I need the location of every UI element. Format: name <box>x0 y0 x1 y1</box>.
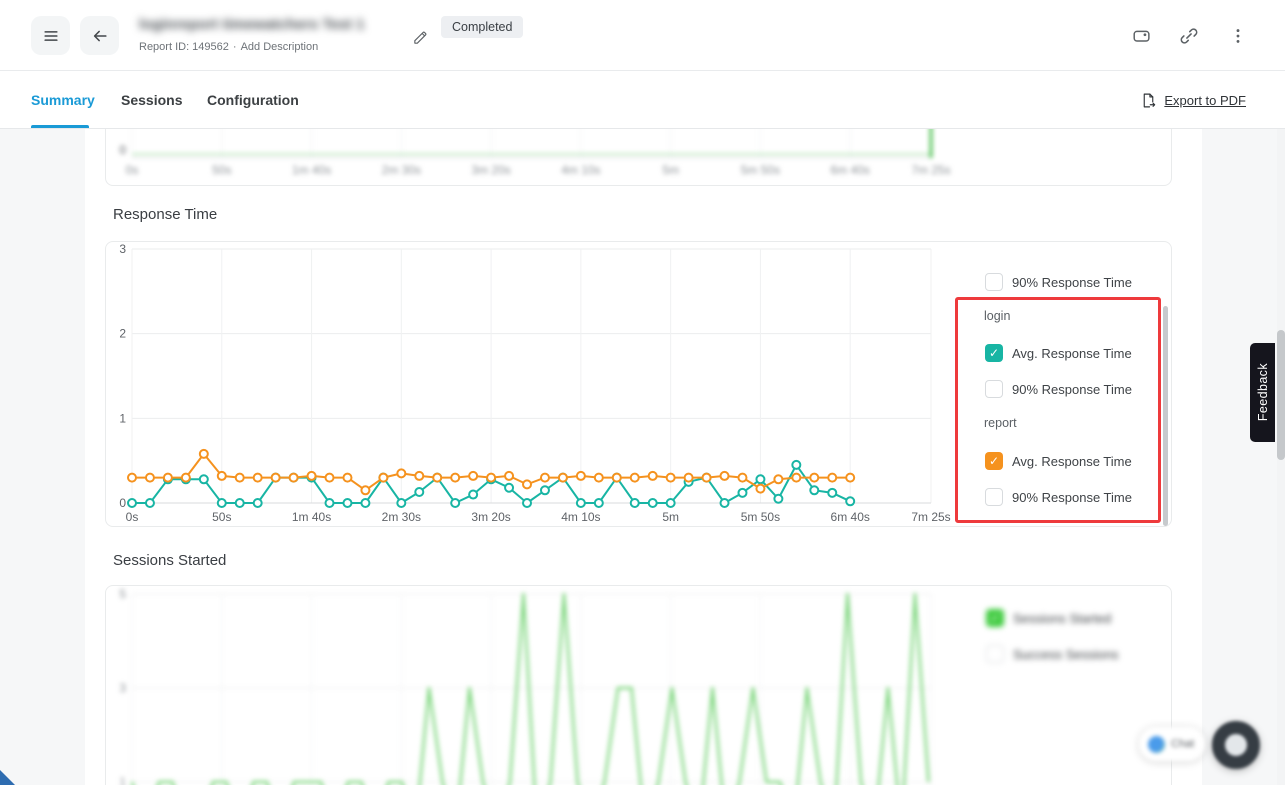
report-subline: Report ID: 149562 · Add Description <box>139 41 322 53</box>
legend-group-login: login <box>984 309 1011 323</box>
app-header: loginreport timewatchers Test 1 Complete… <box>0 0 1285 71</box>
add-description-link[interactable]: Add Description <box>240 41 319 53</box>
svg-text:5m 50s: 5m 50s <box>741 510 780 524</box>
legend-item-report-90[interactable]: ✓ 90% Response Time <box>985 488 1132 506</box>
copy-link-button[interactable] <box>1176 23 1201 48</box>
legend-item-report-avg[interactable]: ✓ Avg. Response Time <box>985 452 1132 470</box>
link-icon <box>1180 27 1197 44</box>
svg-text:1: 1 <box>119 775 126 785</box>
legend-group-report: report <box>984 416 1017 430</box>
page-scrollbar[interactable] <box>1277 129 1285 785</box>
legend-label: 90% Response Time <box>1012 489 1132 505</box>
svg-text:7m 25s: 7m 25s <box>911 163 950 177</box>
svg-text:7m 25s: 7m 25s <box>911 510 950 524</box>
back-arrow-icon <box>93 30 107 41</box>
response-time-chart-card: 0 1 2 3 0s 50s 1m 40s 2m 30s 3m 20s 4m 10s 5m 5m 50… <box>105 241 1172 527</box>
kebab-menu-icon <box>1236 28 1239 43</box>
legend-label: Avg. Response Time <box>1012 345 1132 361</box>
more-options-button[interactable] <box>1225 23 1250 48</box>
back-button[interactable] <box>80 16 119 55</box>
top-partial-chart-svg: 0s 50s 1m 40s 2m 30s 3m 20s 4m 10s 5m 5m 50s 6m … <box>126 129 951 177</box>
svg-text:1m 40s: 1m 40s <box>292 510 331 524</box>
checkbox-login-90[interactable]: ✓ <box>985 380 1003 398</box>
svg-text:50s: 50s <box>212 163 231 177</box>
assistant-floating-button[interactable] <box>1212 721 1260 769</box>
legend-item-login-avg[interactable]: ✓ Avg. Response Time <box>985 344 1132 362</box>
feedback-tab[interactable]: Feedback <box>1250 343 1275 442</box>
active-tab-underline <box>31 125 89 128</box>
svg-text:5m: 5m <box>662 510 679 524</box>
checkbox-report-90[interactable]: ✓ <box>985 488 1003 506</box>
legend-item-90-response-time[interactable]: ✓ 90% Response Time <box>985 273 1132 291</box>
legend-scrollbar[interactable] <box>1163 306 1168 526</box>
svg-text:0s: 0s <box>126 163 139 177</box>
checkbox-90-response-time[interactable]: ✓ <box>985 273 1003 291</box>
svg-text:3: 3 <box>119 242 126 256</box>
report-title: loginreport timewatchers Test 1 <box>139 16 365 33</box>
legend-item-sessions-started[interactable]: ✓ Sessions Started <box>986 609 1111 627</box>
chat-button[interactable]: Chat <box>1139 727 1205 761</box>
svg-text:3m 20s: 3m 20s <box>471 510 510 524</box>
svg-text:50s: 50s <box>212 510 231 524</box>
svg-text:5m: 5m <box>662 163 679 177</box>
sessions-started-chart: 1 3 5 <box>119 587 932 785</box>
svg-text:6m 40s: 6m 40s <box>831 163 870 177</box>
checkbox-login-avg[interactable]: ✓ <box>985 344 1003 362</box>
feedback-label: Feedback <box>1255 363 1270 422</box>
legend-label: Avg. Response Time <box>1012 453 1132 469</box>
report-id: Report ID: 149562 <box>139 41 229 53</box>
tag-icon <box>1132 30 1150 42</box>
legend-label: 90% Response Time <box>1012 381 1132 397</box>
svg-text:1: 1 <box>119 411 126 425</box>
tab-bar: Summary Sessions Configuration Export to… <box>0 71 1285 129</box>
sessions-started-title: Sessions Started <box>113 552 227 569</box>
edit-title-button[interactable] <box>408 25 433 50</box>
tab-summary[interactable]: Summary <box>31 92 95 108</box>
svg-text:4m 10s: 4m 10s <box>561 163 600 177</box>
hamburger-menu-button[interactable] <box>31 16 70 55</box>
sessions-chart-blur-wrap: 1 3 5 <box>106 586 1171 785</box>
page-scrollbar-thumb[interactable] <box>1277 330 1285 460</box>
tab-sessions[interactable]: Sessions <box>121 92 183 108</box>
response-time-chart: 0 1 2 3 0s 50s 1m 40s 2m 30s 3m 20s 4m 10s 5m 5m 50… <box>119 242 950 524</box>
svg-text:0s: 0s <box>126 510 139 524</box>
svg-text:1m 40s: 1m 40s <box>292 163 331 177</box>
checkbox-report-avg[interactable]: ✓ <box>985 452 1003 470</box>
top-partial-chart: 0s 50s 1m 40s 2m 30s 3m 20s 4m 10s 5m 5m 50s 6m … <box>106 129 1171 185</box>
svg-text:0: 0 <box>119 496 126 510</box>
pencil-icon <box>414 31 427 44</box>
export-pdf-icon <box>1144 93 1156 107</box>
svg-text:5m 50s: 5m 50s <box>741 163 780 177</box>
svg-text:3: 3 <box>119 681 126 695</box>
top-chart-y-tick: 0 <box>119 143 126 157</box>
legend-label: 90% Response Time <box>1012 274 1132 290</box>
chat-status-icon <box>1148 735 1165 753</box>
svg-text:4m 10s: 4m 10s <box>561 510 600 524</box>
svg-text:3m 20s: 3m 20s <box>471 163 510 177</box>
chat-label: Chat <box>1171 738 1195 750</box>
checkbox-sessions-started[interactable]: ✓ <box>986 609 1004 627</box>
sessions-started-chart-card: 1 3 5 ✓ Sessions Started ✓ Success Session… <box>105 585 1172 785</box>
svg-text:2: 2 <box>119 327 126 341</box>
svg-text:5: 5 <box>119 587 126 601</box>
main-content: 0s 50s 1m 40s 2m 30s 3m 20s 4m 10s 5m 5m 50s 6m … <box>0 129 1285 785</box>
legend-item-success-sessions[interactable]: ✓ Success Sessions <box>986 645 1119 663</box>
export-pdf-label: Export to PDF <box>1164 92 1246 108</box>
svg-text:2m 30s: 2m 30s <box>382 510 421 524</box>
corner-decoration <box>0 770 15 785</box>
checkbox-success-sessions[interactable]: ✓ <box>986 645 1004 663</box>
legend-label: Success Sessions <box>1013 646 1119 662</box>
tag-button[interactable] <box>1129 23 1154 48</box>
response-time-title: Response Time <box>113 206 218 223</box>
legend-label: Sessions Started <box>1013 610 1112 626</box>
tab-configuration[interactable]: Configuration <box>207 92 299 108</box>
svg-text:2m 30s: 2m 30s <box>382 163 421 177</box>
svg-text:6m 40s: 6m 40s <box>831 510 870 524</box>
status-badge: Completed <box>441 16 524 38</box>
export-to-pdf-button[interactable]: Export to PDF <box>1140 71 1246 129</box>
hamburger-icon <box>43 30 58 41</box>
separator-dot: · <box>232 41 237 53</box>
legend-item-login-90[interactable]: ✓ 90% Response Time <box>985 380 1132 398</box>
top-partial-chart-card: 0s 50s 1m 40s 2m 30s 3m 20s 4m 10s 5m 5m 50s 6m … <box>105 129 1172 186</box>
